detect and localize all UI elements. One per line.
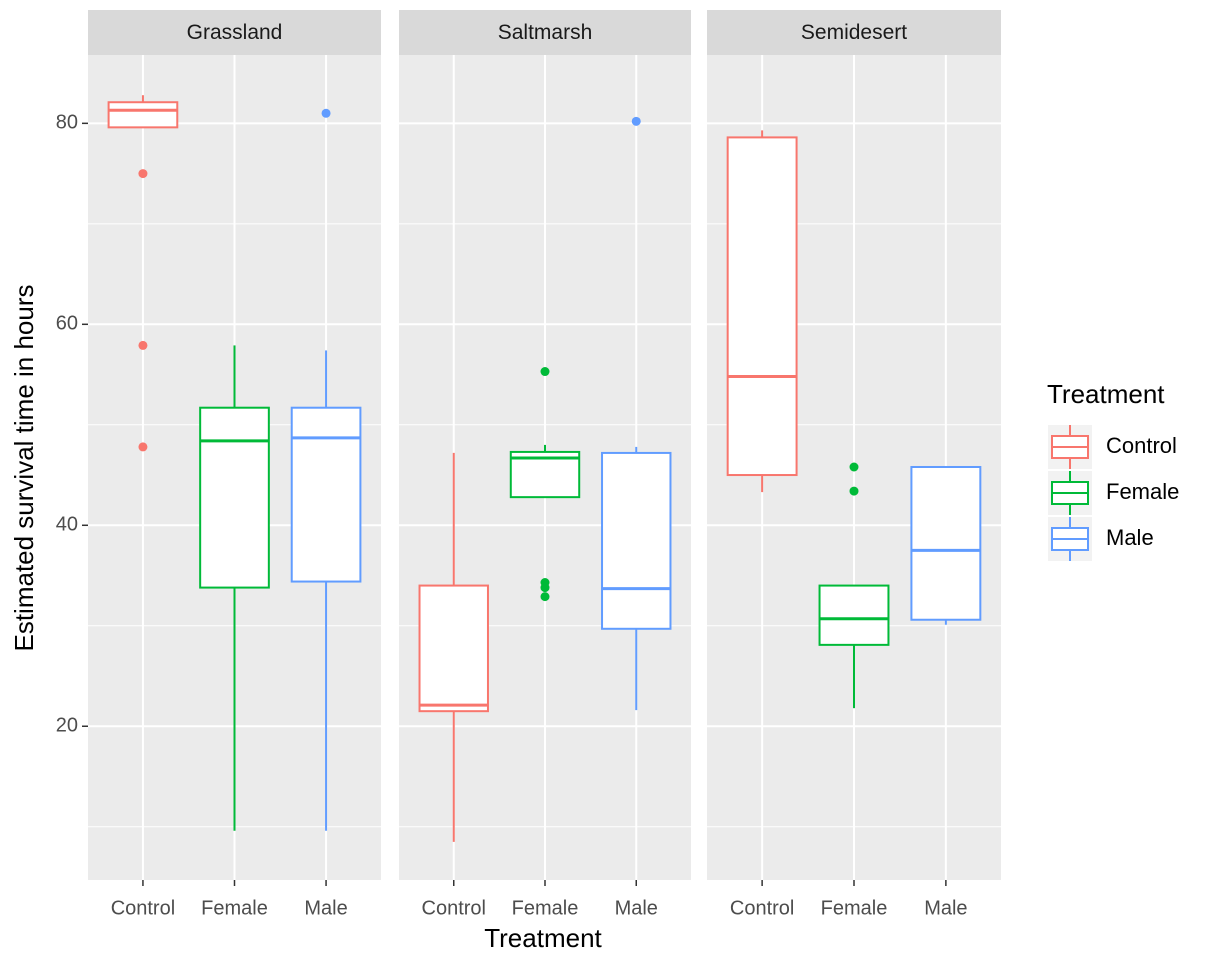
x-tick-label: Control (422, 897, 486, 919)
y-tick-label: 60 (56, 313, 78, 335)
legend-title: Treatment (1047, 379, 1165, 409)
strip-background (399, 10, 691, 55)
outlier (540, 583, 550, 593)
box (818, 584, 890, 646)
x-tick-label: Female (512, 897, 579, 919)
x-tick-label: Female (201, 897, 268, 919)
x-tick-label: Control (730, 897, 794, 919)
x-tick-label: Control (111, 897, 175, 919)
outlier (631, 116, 641, 126)
box (601, 451, 672, 630)
strip-background (707, 10, 1001, 55)
y-tick-label: 40 (56, 514, 78, 536)
y-tick-label: 20 (56, 715, 78, 737)
y-tick-label: 80 (56, 112, 78, 134)
box (509, 450, 581, 499)
outlier (849, 486, 859, 496)
outlier (138, 169, 148, 179)
x-tick-label: Male (304, 897, 347, 919)
strip-label: Saltmarsh (498, 21, 593, 44)
outlier (849, 462, 859, 472)
y-axis-title: Estimated survival time in hours (9, 284, 39, 651)
outlier (138, 340, 148, 350)
x-tick-label: Female (821, 897, 888, 919)
box (290, 406, 362, 583)
x-tick-label: Male (924, 897, 967, 919)
outlier (540, 367, 550, 377)
box (199, 406, 270, 589)
outlier (138, 442, 148, 452)
x-axis-title: Treatment (484, 923, 602, 953)
legend-label: Male (1106, 525, 1154, 550)
strip-background (88, 10, 381, 55)
strip-label: Semidesert (801, 21, 907, 44)
box (107, 101, 179, 129)
legend-label: Female (1106, 479, 1179, 504)
outlier (540, 592, 550, 602)
box (910, 465, 982, 621)
box (726, 136, 798, 477)
strip-label: Grassland (187, 21, 283, 44)
legend-label: Control (1106, 433, 1177, 458)
box (418, 584, 489, 713)
outlier (321, 108, 331, 118)
x-tick-label: Male (615, 897, 658, 919)
